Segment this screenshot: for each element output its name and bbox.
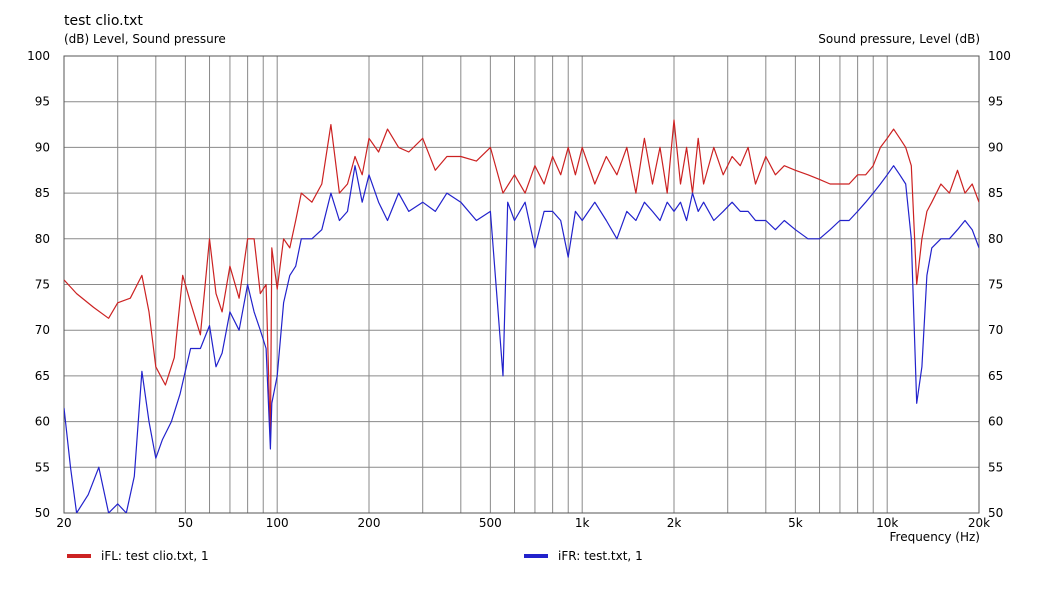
y-tick-label-right: 65 <box>988 369 1003 383</box>
y-tick-label-right: 80 <box>988 232 1003 246</box>
x-tick-label: 100 <box>266 516 289 530</box>
y-tick-label-right: 70 <box>988 323 1003 337</box>
legend-swatch-ifr <box>524 554 548 558</box>
y-tick-label-right: 60 <box>988 415 1003 429</box>
y-tick-label-right: 90 <box>988 140 1003 154</box>
y-tick-label-left: 60 <box>35 415 50 429</box>
plot-frame <box>63 55 980 514</box>
x-tick-label: 200 <box>358 516 381 530</box>
x-tick-label: 500 <box>479 516 502 530</box>
y-tick-label-left: 95 <box>35 95 50 109</box>
y-tick-label-left: 50 <box>35 506 50 520</box>
y-axis-label-left: (dB) Level, Sound pressure <box>64 32 226 46</box>
y-tick-label-left: 90 <box>35 140 50 154</box>
y-tick-label-left: 65 <box>35 369 50 383</box>
legend-label-ifl: iFL: test clio.txt, 1 <box>101 549 209 563</box>
x-tick-label: 10k <box>876 516 898 530</box>
y-tick-label-right: 75 <box>988 278 1003 292</box>
series-line-ifr <box>64 165 979 513</box>
y-tick-label-right: 85 <box>988 186 1003 200</box>
y-axis-label-right: Sound pressure, Level (dB) <box>818 32 980 46</box>
legend-item-ifl: iFL: test clio.txt, 1 <box>67 549 209 563</box>
x-tick-label: 50 <box>178 516 193 530</box>
legend-swatch-ifl <box>67 554 91 558</box>
legend-label-ifr: iFR: test.txt, 1 <box>558 549 643 563</box>
x-tick-label: 20 <box>56 516 71 530</box>
x-tick-label: 1k <box>575 516 590 530</box>
y-tick-label-right: 55 <box>988 460 1003 474</box>
y-tick-label-left: 55 <box>35 460 50 474</box>
y-tick-label-left: 80 <box>35 232 50 246</box>
x-tick-label: 20k <box>968 516 990 530</box>
y-tick-label-left: 70 <box>35 323 50 337</box>
y-tick-label-right: 50 <box>988 506 1003 520</box>
chart-title: test clio.txt <box>64 13 143 29</box>
y-tick-label-left: 75 <box>35 278 50 292</box>
y-tick-label-left: 100 <box>27 49 50 63</box>
x-tick-label: 5k <box>788 516 803 530</box>
x-tick-label: 2k <box>667 516 682 530</box>
y-tick-label-right: 100 <box>988 49 1011 63</box>
y-tick-label-right: 95 <box>988 95 1003 109</box>
legend-item-ifr: iFR: test.txt, 1 <box>524 549 643 563</box>
y-tick-label-left: 85 <box>35 186 50 200</box>
x-axis-label: Frequency (Hz) <box>889 530 981 544</box>
series-line-ifl <box>64 119 979 441</box>
